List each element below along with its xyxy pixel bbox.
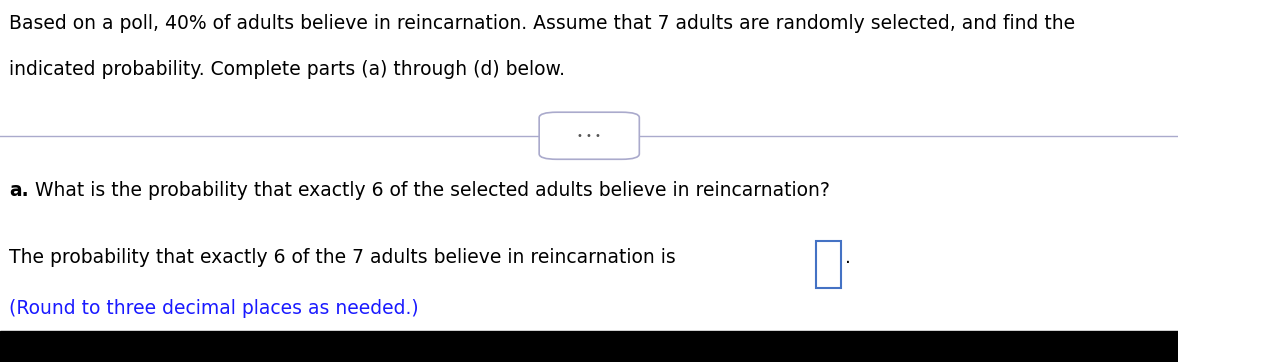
Text: Based on a poll, 40% of adults believe in reincarnation. Assume that 7 adults ar: Based on a poll, 40% of adults believe i… (9, 14, 1076, 33)
Bar (816, 241, 841, 288)
FancyBboxPatch shape (539, 112, 640, 159)
Text: .: . (845, 248, 851, 267)
Text: The probability that exactly 6 of the 7 adults believe in reincarnation is: The probability that exactly 6 of the 7 … (9, 248, 683, 267)
Bar (0, 331, 1179, 362)
Text: • • •: • • • (577, 131, 602, 141)
Text: What is the probability that exactly 6 of the selected adults believe in reincar: What is the probability that exactly 6 o… (29, 181, 830, 200)
Text: (Round to three decimal places as needed.): (Round to three decimal places as needed… (9, 299, 419, 317)
Text: indicated probability. Complete parts (a) through (d) below.: indicated probability. Complete parts (a… (9, 60, 566, 79)
Text: a.: a. (9, 181, 29, 200)
